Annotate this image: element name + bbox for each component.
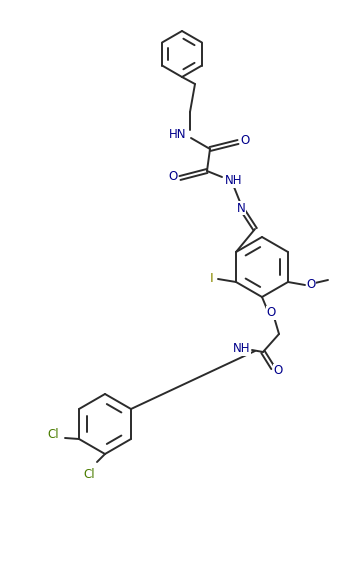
- Text: O: O: [266, 306, 276, 319]
- Text: O: O: [168, 170, 178, 183]
- Text: O: O: [240, 134, 250, 148]
- Text: Cl: Cl: [47, 429, 59, 442]
- Text: NH: NH: [225, 174, 243, 187]
- Text: Cl: Cl: [83, 468, 95, 481]
- Text: NH: NH: [233, 342, 251, 355]
- Text: N: N: [237, 201, 245, 214]
- Text: I: I: [210, 271, 214, 284]
- Text: O: O: [307, 277, 316, 290]
- Text: HN: HN: [169, 127, 187, 140]
- Text: O: O: [273, 364, 283, 377]
